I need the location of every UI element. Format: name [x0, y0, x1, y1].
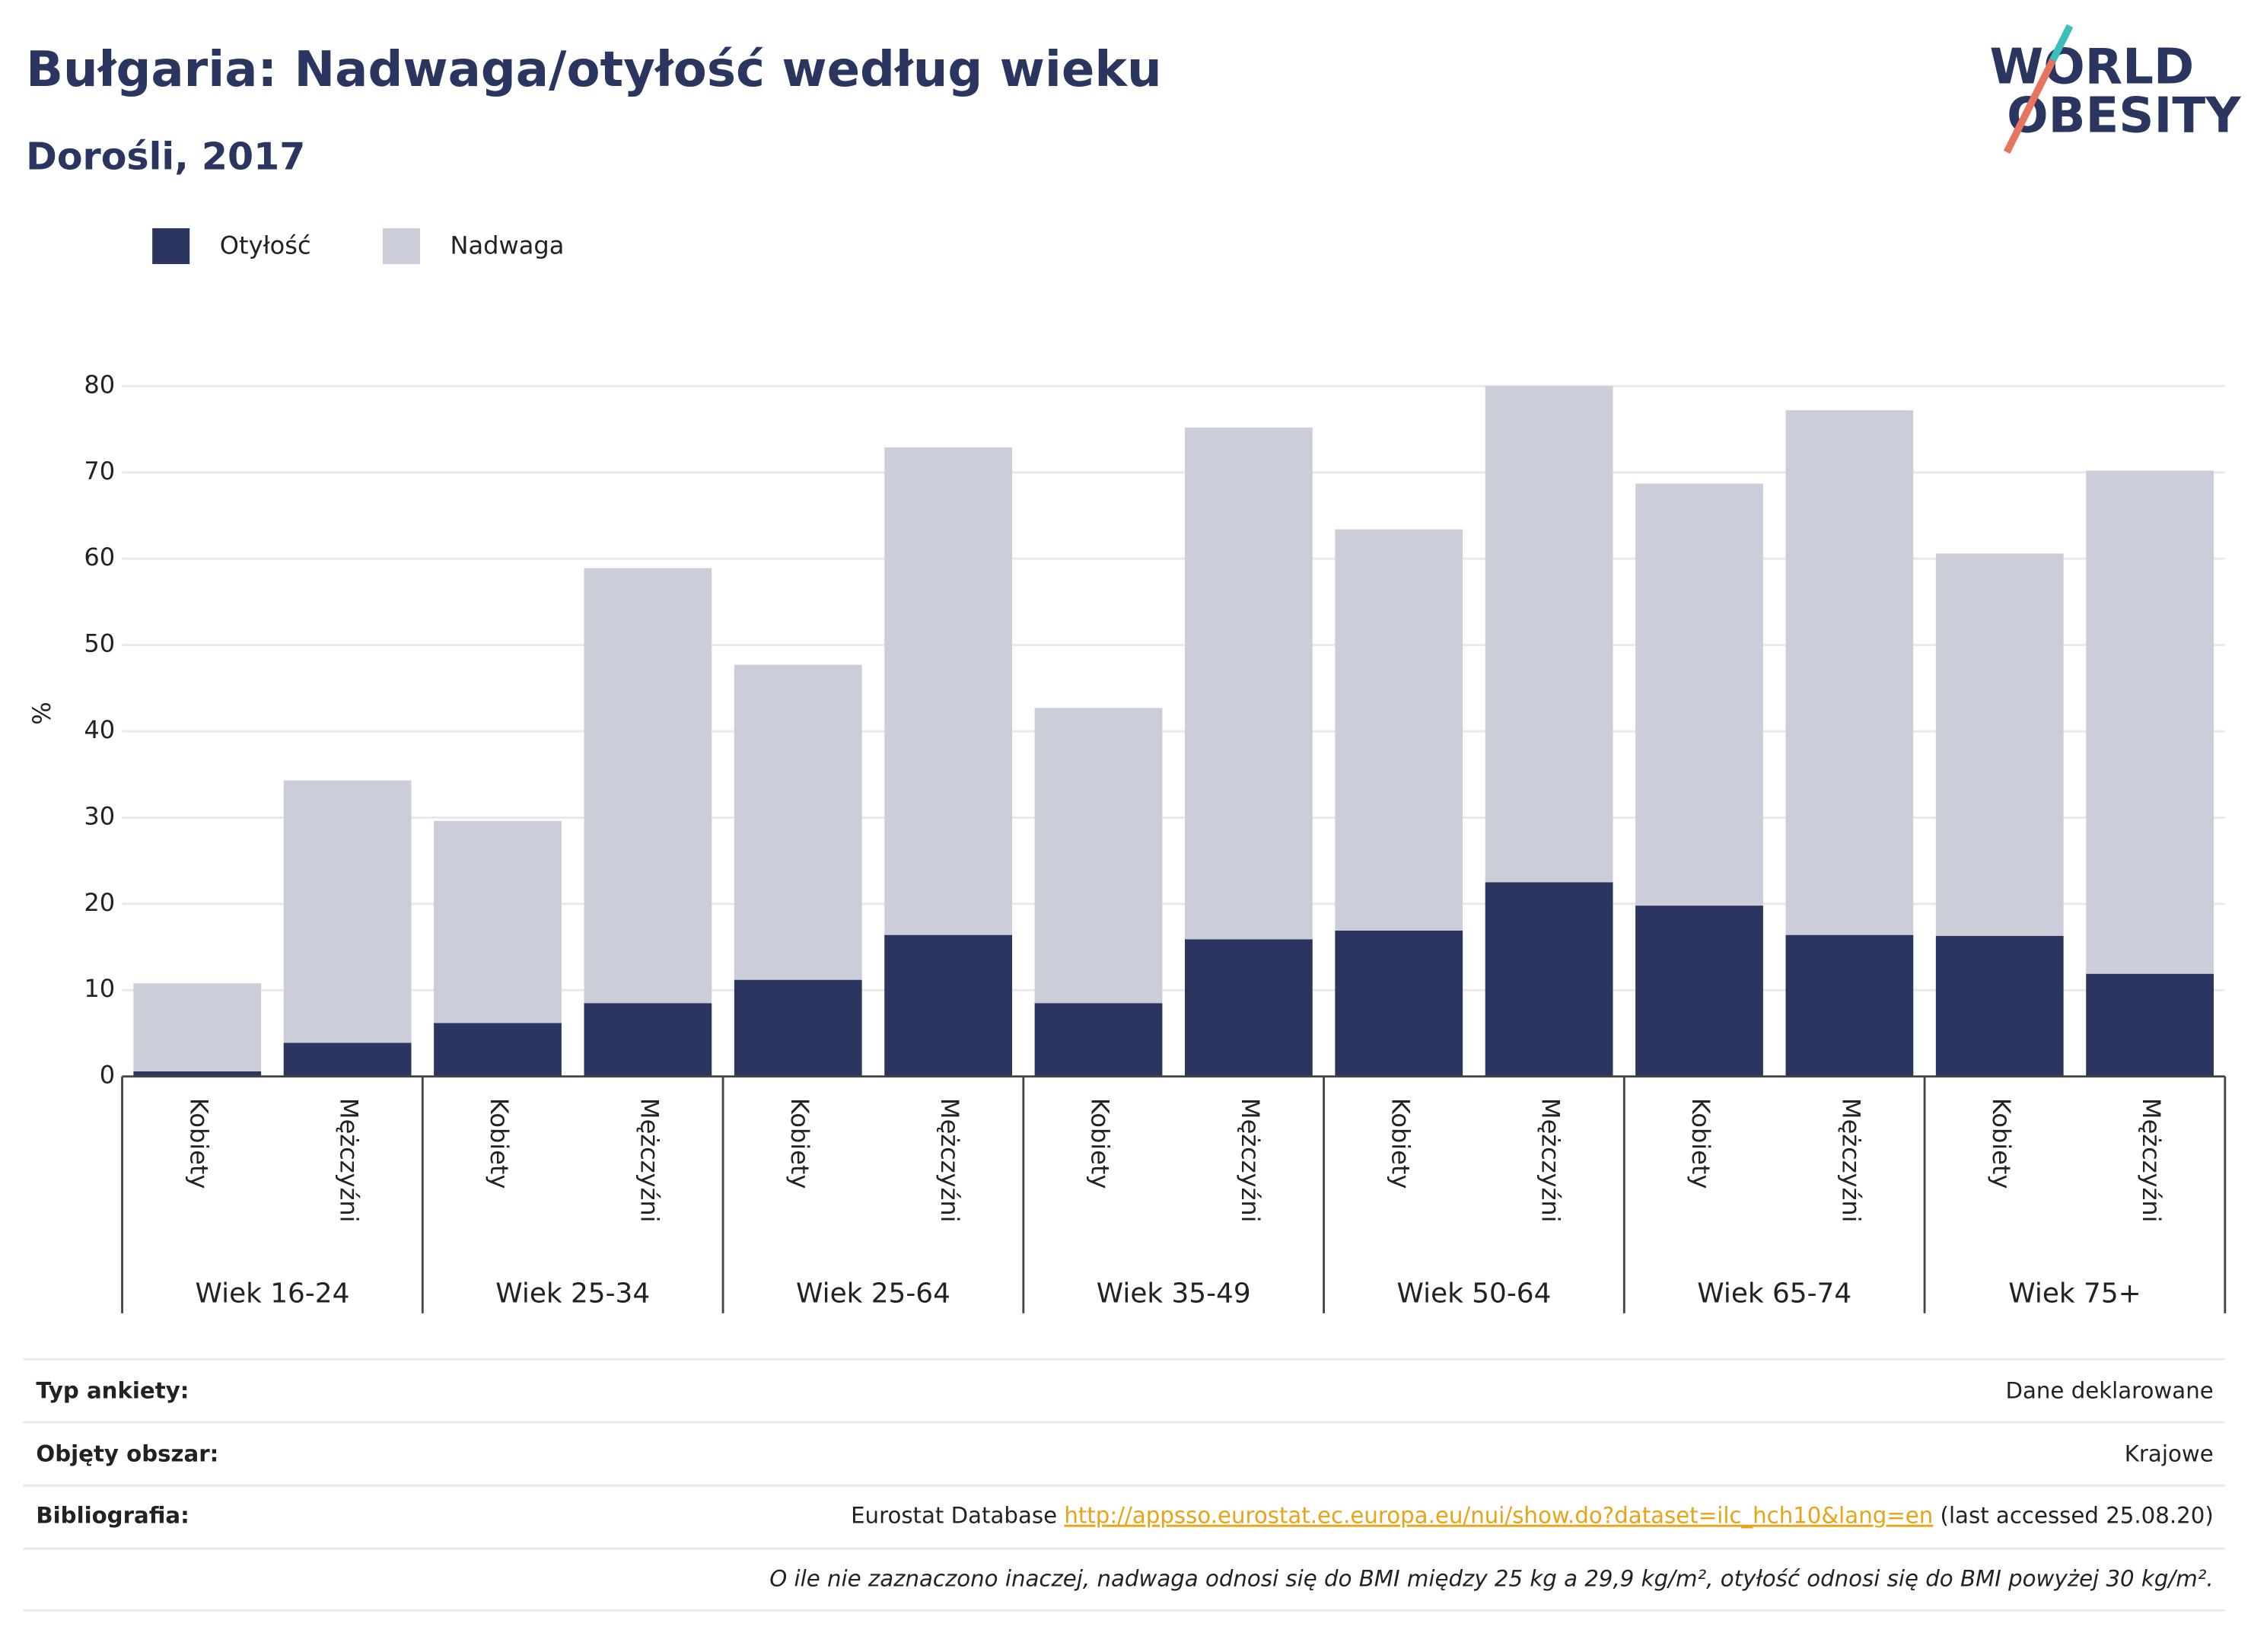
- bar-segment: [734, 979, 862, 1077]
- bar-segment: [884, 934, 1013, 1077]
- bar-segment: [1184, 427, 1313, 940]
- logo: WORLD OBESITY: [1989, 24, 2242, 154]
- y-tick-label: 30: [84, 801, 115, 830]
- row-label: Bibliografia:: [36, 1503, 189, 1529]
- group-label: Wiek 25-34: [495, 1278, 650, 1309]
- x-tick-label: Mężczyźni: [1236, 1098, 1265, 1223]
- x-tick-label: Mężczyźni: [2137, 1098, 2166, 1223]
- bar-segment: [283, 1042, 412, 1077]
- row-label: Typ ankiety:: [36, 1378, 189, 1404]
- y-tick-label: 70: [84, 457, 115, 485]
- x-tick-label: Kobiety: [785, 1098, 814, 1189]
- y-tick-label: 50: [84, 629, 115, 658]
- legend-label: Otyłość: [220, 231, 311, 259]
- logo-text: WORLD: [1989, 38, 2194, 95]
- footnote: O ile nie zaznaczono inaczej, nadwaga od…: [769, 1566, 2214, 1592]
- bar-segment: [283, 780, 412, 1043]
- row-value: Krajowe: [2125, 1441, 2214, 1467]
- y-tick-label: 10: [84, 974, 115, 1003]
- logo-slash: [2049, 24, 2074, 62]
- group-label: Wiek 25-64: [796, 1278, 950, 1309]
- x-tick-label: Mężczyźni: [935, 1098, 964, 1223]
- group-label: Wiek 50-64: [1396, 1278, 1551, 1309]
- group-label: Wiek 16-24: [195, 1278, 349, 1309]
- bar-segment: [584, 1003, 712, 1077]
- link[interactable]: http://appsso.eurostat.ec.europa.eu/nui/…: [1064, 1503, 1933, 1529]
- bar-segment: [1935, 553, 2064, 936]
- bar-segment: [434, 1023, 562, 1077]
- chart-subtitle: Dorośli, 2017: [26, 135, 305, 179]
- x-tick-label: Kobiety: [184, 1098, 213, 1189]
- logo-slash: [2003, 59, 2056, 154]
- y-tick-label: 60: [84, 543, 115, 571]
- bar-segment: [1785, 410, 1914, 935]
- bar-segment: [1335, 529, 1463, 931]
- bar-segment: [1335, 930, 1463, 1077]
- y-axis-label: %: [27, 702, 56, 724]
- bar-segment: [1184, 939, 1313, 1077]
- bar-segment: [1785, 934, 1914, 1077]
- bar-segment: [434, 820, 562, 1023]
- x-tick-label: Mężczyźni: [335, 1098, 364, 1223]
- x-tick-label: Mężczyźni: [1536, 1098, 1565, 1223]
- note: (last accessed 25.08.20): [1941, 1503, 2214, 1529]
- bar-segment: [1635, 483, 1763, 906]
- bar-segment: [2086, 973, 2214, 1077]
- bar-segment: [133, 1071, 262, 1077]
- bar-segment: [1635, 906, 1763, 1077]
- legend-swatch: [152, 228, 190, 265]
- x-tick-label: Kobiety: [1686, 1098, 1715, 1189]
- group-label: Wiek 75+: [2008, 1278, 2141, 1309]
- bar-segment: [1935, 935, 2064, 1077]
- x-tick-label: Mężczyźni: [635, 1098, 664, 1223]
- y-tick-label: 20: [84, 888, 115, 917]
- bar-segment: [884, 447, 1013, 935]
- legend-label: Nadwaga: [451, 231, 565, 259]
- bar-segment: [1485, 882, 1613, 1077]
- group-label: Wiek 65-74: [1697, 1278, 1851, 1309]
- bar-segment: [1485, 386, 1613, 883]
- bibliography: Eurostat Database http://appsso.eurostat…: [851, 1503, 2214, 1529]
- bar-segment: [584, 568, 712, 1004]
- bar-segment: [734, 664, 862, 980]
- bar-segment: [1034, 1003, 1163, 1077]
- y-tick-label: 40: [84, 715, 115, 744]
- bar-segment: [1034, 708, 1163, 1004]
- y-tick-label: 80: [84, 370, 115, 399]
- row-value: Dane deklarowane: [2006, 1378, 2214, 1404]
- chart-title: Bułgaria: Nadwaga/otyłość według wieku: [26, 41, 1161, 98]
- source: Eurostat Database: [851, 1503, 1057, 1529]
- x-tick-label: Kobiety: [1386, 1098, 1415, 1189]
- logo-text: OBESITY: [2007, 88, 2242, 145]
- footer: Eurostat Database http://appsso.eurostat…: [36, 1503, 2213, 1592]
- x-tick-label: Kobiety: [1085, 1098, 1114, 1189]
- bar-segment: [133, 983, 262, 1071]
- y-tick-label: 0: [100, 1061, 115, 1090]
- group-label: Wiek 35-49: [1097, 1278, 1251, 1309]
- legend-swatch: [382, 228, 420, 265]
- bar-segment: [2086, 470, 2214, 974]
- x-tick-label: Mężczyźni: [1836, 1098, 1865, 1223]
- x-tick-label: Kobiety: [1987, 1098, 2016, 1189]
- x-tick-label: Kobiety: [485, 1098, 514, 1189]
- row-label: Objęty obszar:: [36, 1441, 218, 1467]
